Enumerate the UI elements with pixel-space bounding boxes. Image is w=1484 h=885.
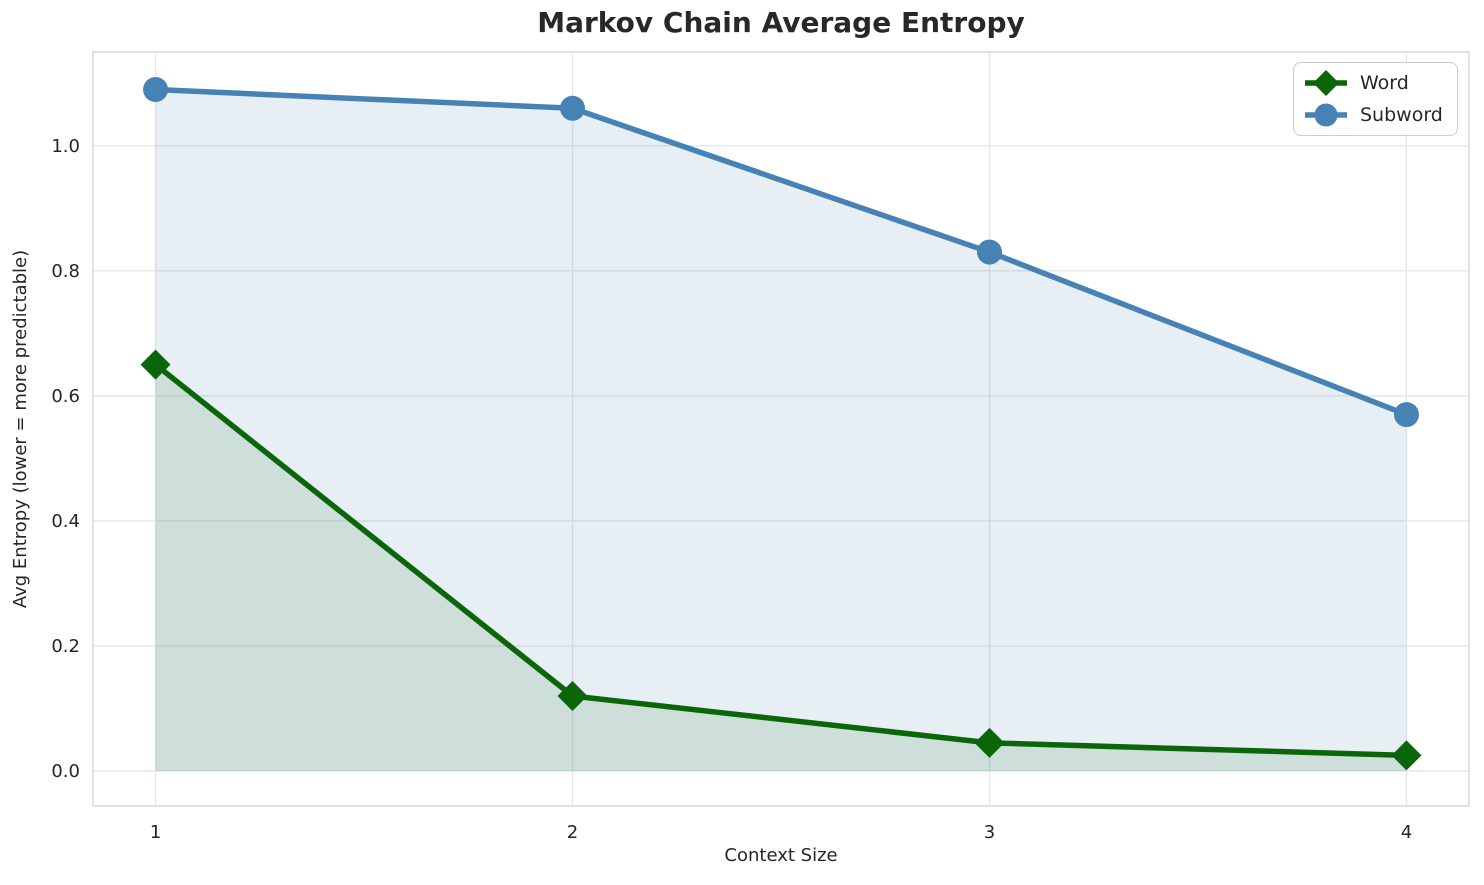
y-tick-label: 0.8 <box>51 261 80 282</box>
y-tick-label: 0.4 <box>51 511 80 532</box>
legend-label-word: Word <box>1360 72 1409 94</box>
legend-label-subword: Subword <box>1360 104 1443 126</box>
word-marker <box>140 349 171 380</box>
subword-marker <box>976 239 1002 265</box>
subword-marker <box>143 77 169 103</box>
y-tick-label: 0.6 <box>51 386 80 407</box>
subword-marker <box>560 95 586 121</box>
x-tick-label: 3 <box>984 822 995 843</box>
word-marker <box>974 727 1005 758</box>
x-tick-label: 2 <box>567 822 578 843</box>
chart-title: Markov Chain Average Entropy <box>537 6 1025 39</box>
x-axis-label: Context Size <box>724 845 838 866</box>
word-legend-marker-icon <box>1305 70 1347 96</box>
y-tick-label: 0.0 <box>51 761 80 782</box>
word-marker <box>557 680 588 711</box>
legend: Word Subword <box>1293 62 1458 136</box>
subword-area-fill <box>155 89 1407 771</box>
legend-item-word: Word <box>1302 68 1443 98</box>
y-tick-label: 1.0 <box>51 136 80 157</box>
word-line <box>152 361 1410 759</box>
x-tick-label: 1 <box>150 822 161 843</box>
subword-legend-marker-icon <box>1305 103 1347 127</box>
x-tick-label: 4 <box>1401 822 1412 843</box>
subword-marker <box>1393 402 1419 428</box>
word-area-fill <box>155 364 1407 771</box>
plot-border <box>92 51 1470 807</box>
legend-item-subword: Subword <box>1302 100 1443 130</box>
word-marker <box>1391 740 1422 771</box>
subword-line <box>152 86 1410 418</box>
y-tick-label: 0.2 <box>51 636 80 657</box>
